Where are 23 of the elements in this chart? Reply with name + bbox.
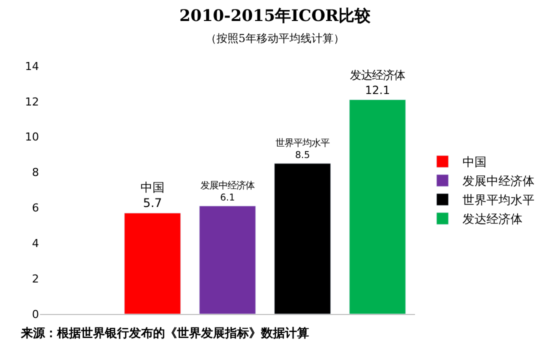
legend-label: 世界平均水平 [462,193,534,208]
y-tick-label: 6 [32,202,39,215]
legend-label: 中国 [462,155,486,170]
y-tick-label: 14 [25,60,39,73]
y-tick-label: 10 [25,130,39,144]
chart-subtitle: （按照5年移动平均线计算） [206,32,344,45]
y-tick-label: 8 [32,166,39,180]
legend-label: 发达经济体 [462,212,522,226]
y-tick-label: 12 [25,95,39,108]
y-tick-label: 2 [32,272,39,286]
text: 中国 [140,180,165,194]
data-label: 6.1 [220,192,235,204]
text: 发展中经济体 [200,180,255,192]
data-label: 12.1 [364,84,390,97]
legend-label: 发展中经济体 [462,174,534,188]
data-label: 8.5 [295,150,310,162]
source-note: 来源：根据世界银行发布的《世界发展指标》数据计算 [20,326,309,340]
y-tick-label: 0 [32,308,39,321]
y-tick-label: 4 [32,236,39,250]
text: 发达经济体 [350,69,406,82]
data-label: 5.7 [142,196,162,210]
text: 世界平均水平 [276,138,330,149]
chart-title: 2010-2015年ICOR比较 [179,6,372,25]
